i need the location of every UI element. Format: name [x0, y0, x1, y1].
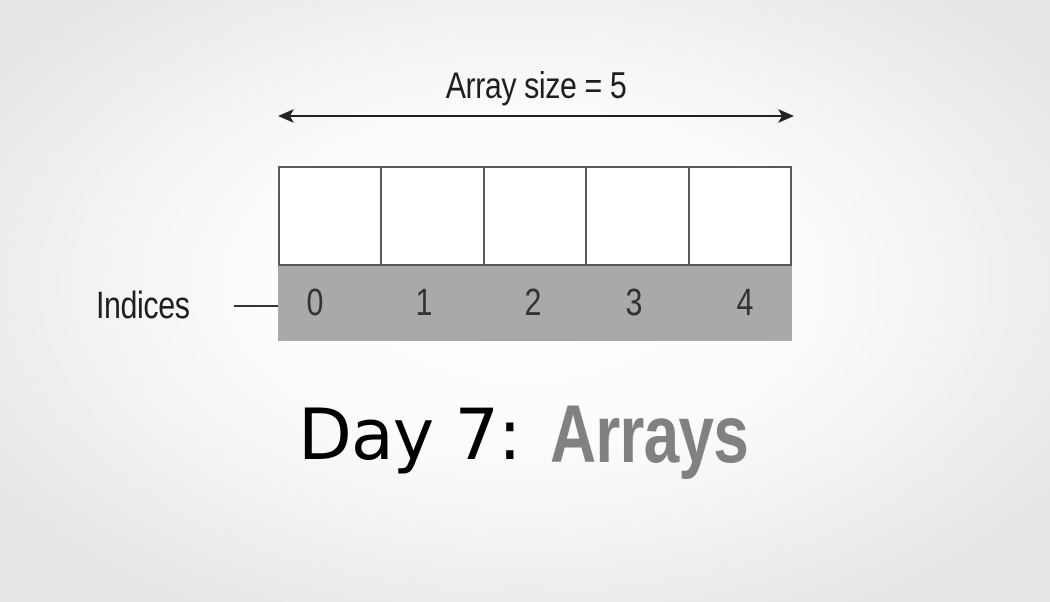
- array-cell: [687, 166, 793, 266]
- index-label: 0: [306, 282, 324, 324]
- index-label: 2: [524, 282, 542, 324]
- page-title: Day 7: Arrays: [0, 388, 1050, 488]
- indices-label: Indices: [96, 285, 190, 327]
- array-cell: [380, 166, 485, 266]
- double-arrow-icon: [278, 109, 794, 123]
- index-bar: 0 1 2 3 4: [278, 266, 792, 341]
- index-label: 4: [736, 282, 754, 324]
- array-cells: [278, 166, 793, 266]
- array-cell: [482, 166, 588, 266]
- index-label: 3: [625, 282, 643, 324]
- array-size-label: Array size = 5: [445, 65, 627, 106]
- array-cell: [585, 166, 690, 266]
- title-prefix: Day 7:: [298, 394, 522, 476]
- array-cell: [278, 166, 383, 266]
- title-topic: Arrays: [550, 389, 749, 480]
- indices-connector-line: [234, 305, 278, 307]
- index-label: 1: [415, 282, 433, 324]
